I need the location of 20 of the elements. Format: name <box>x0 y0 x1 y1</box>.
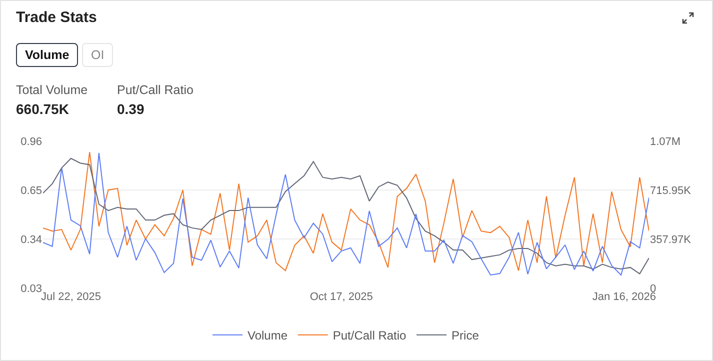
text: Total Volume <box>16 83 88 97</box>
y-tick-label: 0.34 <box>20 234 42 246</box>
legend-label: Put/Call Ratio <box>332 328 407 343</box>
text: 0.39 <box>117 101 144 117</box>
y2-tick-label: 1.07M <box>650 136 681 148</box>
text: OI <box>82 43 114 67</box>
x-tick-label: Oct 17, 2025 <box>310 291 373 303</box>
y2-tick-label: 357.97K <box>650 234 692 246</box>
text: 660.75K <box>16 101 69 117</box>
x-tick-label: Jul 22, 2025 <box>41 291 101 303</box>
legend-label: Price <box>452 328 480 343</box>
y-tick-label: 0.96 <box>20 136 42 148</box>
y-tick-label: 0.03 <box>20 282 42 295</box>
chart-title: Trade Stats <box>16 9 97 26</box>
legend-label: Volume <box>248 328 288 343</box>
text: Put/Call Ratio <box>117 83 194 97</box>
text: Volume <box>16 43 78 67</box>
y2-tick-label: 715.95K <box>650 184 692 197</box>
x-tick-label: Jan 16, 2026 <box>592 291 656 303</box>
y-tick-label: 0.65 <box>20 184 42 197</box>
